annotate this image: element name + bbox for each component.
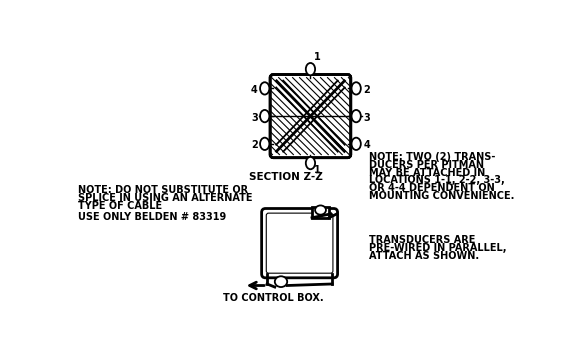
Ellipse shape [260, 138, 269, 150]
Text: 3: 3 [251, 113, 258, 123]
Ellipse shape [315, 205, 326, 215]
Bar [312, 207, 329, 218]
Text: OR 4-4 DEPENDENT ON: OR 4-4 DEPENDENT ON [369, 183, 494, 193]
Text: TYPE OF CABLE: TYPE OF CABLE [78, 201, 162, 211]
Text: 4: 4 [363, 140, 370, 150]
Text: MOUNTING CONVENIENCE.: MOUNTING CONVENIENCE. [369, 191, 514, 201]
Text: ATTACH AS SHOWN.: ATTACH AS SHOWN. [369, 251, 479, 261]
Ellipse shape [260, 82, 269, 95]
Text: SPLICE IN USING AN ALTERNATE: SPLICE IN USING AN ALTERNATE [78, 193, 253, 203]
Text: TO CONTROL BOX.: TO CONTROL BOX. [223, 293, 324, 303]
FancyBboxPatch shape [262, 208, 338, 278]
Text: LOCATIONS 1-1, 2-2, 3-3,: LOCATIONS 1-1, 2-2, 3-3, [369, 175, 505, 185]
Text: SECTION Z-Z: SECTION Z-Z [249, 172, 323, 182]
Text: NOTE: DO NOT SUBSTITUTE OR: NOTE: DO NOT SUBSTITUTE OR [78, 185, 248, 195]
Ellipse shape [351, 82, 361, 95]
Text: 3: 3 [363, 113, 370, 123]
Text: MAY BE ATTACHED IN: MAY BE ATTACHED IN [369, 168, 485, 178]
Text: DUCERS PER PITMAN: DUCERS PER PITMAN [369, 160, 483, 170]
Text: 2: 2 [251, 140, 258, 150]
Text: 1: 1 [313, 165, 320, 175]
Text: TRANSDUCERS ARE: TRANSDUCERS ARE [369, 236, 475, 246]
Ellipse shape [306, 63, 315, 75]
Ellipse shape [260, 110, 269, 122]
Ellipse shape [351, 110, 361, 122]
Ellipse shape [351, 138, 361, 150]
Ellipse shape [275, 276, 287, 287]
Text: 1: 1 [313, 52, 320, 62]
Text: 2: 2 [363, 85, 370, 95]
Text: 4: 4 [251, 85, 258, 95]
Text: NOTE: TWO (2) TRANS-: NOTE: TWO (2) TRANS- [369, 152, 495, 162]
Text: USE ONLY BELDEN # 83319: USE ONLY BELDEN # 83319 [78, 212, 226, 222]
FancyBboxPatch shape [270, 74, 351, 158]
Text: PRE-WIRED IN PARALLEL,: PRE-WIRED IN PARALLEL, [369, 243, 506, 253]
Ellipse shape [306, 157, 315, 169]
FancyBboxPatch shape [266, 213, 333, 273]
